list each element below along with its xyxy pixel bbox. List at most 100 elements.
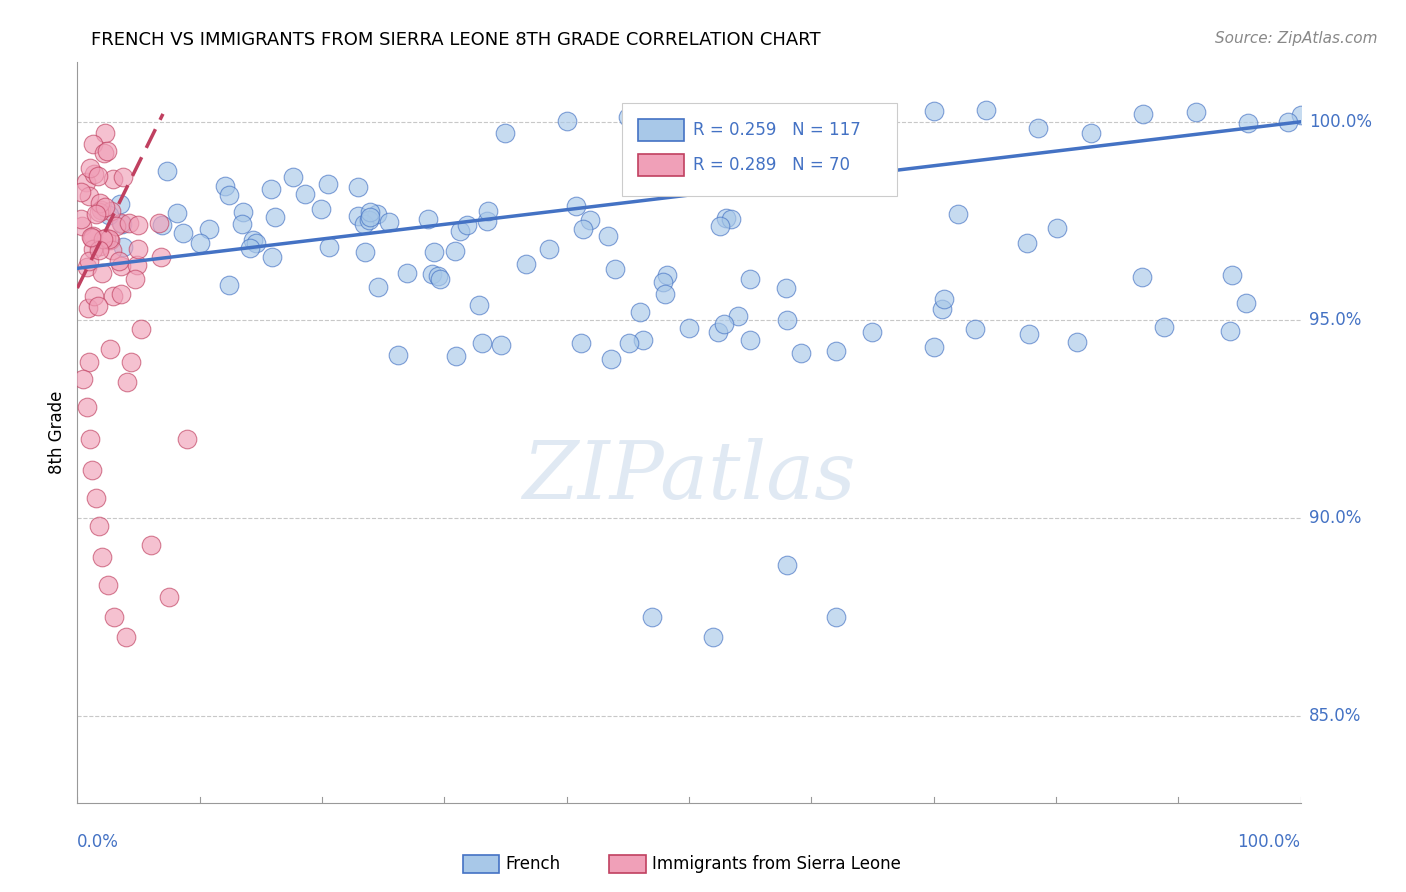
Point bbox=[1080, 127, 1102, 141]
Point bbox=[702, 630, 724, 644]
Point bbox=[294, 187, 316, 202]
Point bbox=[172, 226, 194, 240]
Point bbox=[70, 185, 93, 199]
Point bbox=[218, 188, 240, 202]
Point bbox=[617, 110, 640, 124]
Point bbox=[789, 346, 811, 360]
Point bbox=[1066, 335, 1088, 350]
Point bbox=[727, 309, 749, 323]
Point bbox=[80, 230, 103, 244]
Point bbox=[1219, 324, 1241, 338]
Point bbox=[354, 244, 377, 259]
Point bbox=[76, 260, 98, 274]
Text: Source: ZipAtlas.com: Source: ZipAtlas.com bbox=[1215, 31, 1378, 46]
Point bbox=[70, 212, 93, 227]
Point bbox=[77, 254, 100, 268]
Point bbox=[117, 375, 139, 389]
Point bbox=[346, 209, 368, 223]
Point bbox=[416, 211, 439, 226]
Point bbox=[127, 219, 149, 233]
Point bbox=[97, 578, 120, 592]
Point bbox=[1277, 115, 1299, 129]
Point bbox=[495, 126, 517, 140]
Point bbox=[97, 208, 120, 222]
Point bbox=[89, 518, 111, 533]
Point bbox=[489, 337, 512, 351]
Point bbox=[740, 123, 762, 137]
FancyBboxPatch shape bbox=[637, 119, 685, 141]
Point bbox=[96, 144, 118, 158]
Point bbox=[110, 196, 132, 211]
Point bbox=[353, 217, 375, 231]
Point bbox=[125, 258, 148, 272]
Point bbox=[79, 432, 101, 446]
Point bbox=[157, 590, 180, 604]
Point bbox=[824, 344, 846, 359]
Point bbox=[76, 400, 98, 414]
Point bbox=[245, 235, 267, 250]
Point bbox=[82, 242, 104, 256]
Point bbox=[571, 335, 593, 350]
Point bbox=[124, 271, 146, 285]
Point bbox=[471, 335, 494, 350]
Point bbox=[946, 207, 969, 221]
Point bbox=[87, 169, 110, 184]
Point bbox=[176, 432, 198, 446]
Point bbox=[800, 119, 823, 133]
Point bbox=[709, 219, 731, 233]
FancyBboxPatch shape bbox=[637, 153, 685, 176]
Point bbox=[242, 233, 264, 247]
Point bbox=[110, 286, 132, 301]
Point bbox=[367, 280, 389, 294]
FancyBboxPatch shape bbox=[609, 855, 647, 873]
Point bbox=[1222, 268, 1244, 282]
FancyBboxPatch shape bbox=[621, 103, 897, 195]
Point bbox=[87, 299, 110, 313]
Point bbox=[111, 217, 134, 231]
Point bbox=[651, 275, 673, 289]
Point bbox=[89, 239, 111, 253]
Y-axis label: 8th Grade: 8th Grade bbox=[48, 391, 66, 475]
Point bbox=[155, 163, 177, 178]
Point bbox=[420, 267, 443, 281]
Point bbox=[600, 351, 623, 366]
Point bbox=[423, 244, 446, 259]
Point bbox=[214, 179, 236, 194]
Point bbox=[707, 325, 730, 339]
Point bbox=[94, 230, 117, 244]
Point bbox=[239, 241, 262, 255]
Point bbox=[80, 463, 103, 477]
Point bbox=[922, 341, 945, 355]
Point bbox=[564, 199, 586, 213]
Point bbox=[77, 301, 100, 315]
Text: 90.0%: 90.0% bbox=[1309, 508, 1361, 527]
FancyBboxPatch shape bbox=[463, 855, 499, 873]
Point bbox=[932, 293, 955, 307]
Point bbox=[1015, 235, 1038, 250]
Point bbox=[110, 260, 132, 274]
Point bbox=[387, 348, 409, 362]
Point bbox=[427, 268, 450, 283]
Point bbox=[93, 145, 115, 160]
Point bbox=[720, 211, 742, 226]
Text: R = 0.259   N = 117: R = 0.259 N = 117 bbox=[693, 120, 860, 139]
Text: ZIPatlas: ZIPatlas bbox=[522, 438, 856, 516]
Point bbox=[98, 233, 121, 247]
Text: 100.0%: 100.0% bbox=[1309, 112, 1372, 131]
Point bbox=[84, 207, 107, 221]
Text: 0.0%: 0.0% bbox=[77, 833, 120, 851]
Point bbox=[90, 267, 112, 281]
Point bbox=[218, 277, 240, 292]
Point bbox=[1046, 221, 1069, 235]
Point bbox=[318, 240, 340, 254]
Text: FRENCH VS IMMIGRANTS FROM SIERRA LEONE 8TH GRADE CORRELATION CHART: FRENCH VS IMMIGRANTS FROM SIERRA LEONE 8… bbox=[91, 31, 821, 49]
Point bbox=[395, 266, 418, 280]
Point bbox=[515, 257, 537, 271]
Point bbox=[72, 372, 94, 386]
Point bbox=[264, 210, 287, 224]
Point bbox=[139, 538, 162, 552]
Point bbox=[714, 211, 737, 226]
Point bbox=[654, 286, 676, 301]
Point bbox=[641, 609, 664, 624]
Point bbox=[456, 218, 478, 232]
